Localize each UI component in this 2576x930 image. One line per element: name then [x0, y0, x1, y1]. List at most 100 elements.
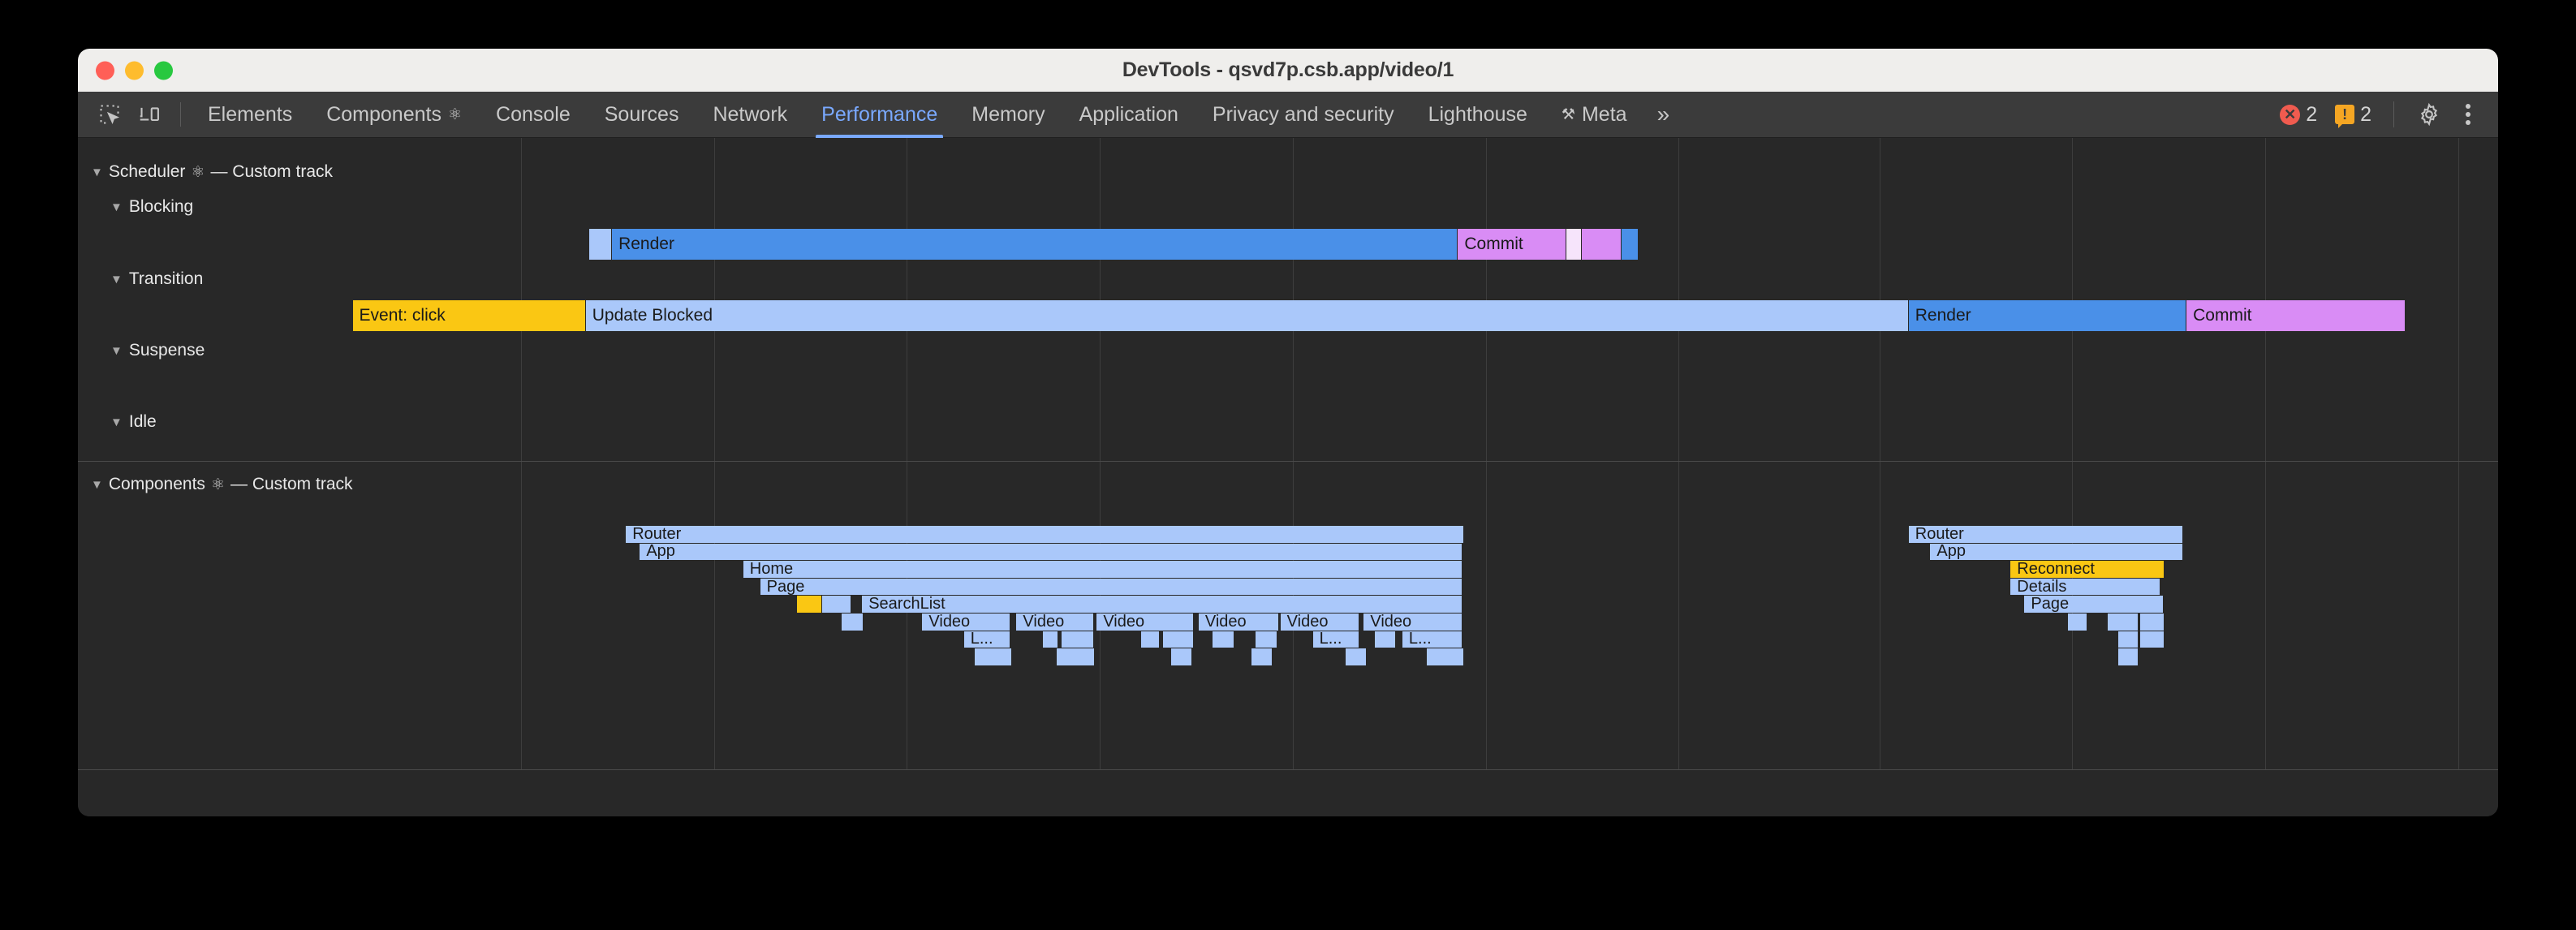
chevron-down-icon[interactable]: ▼	[110, 415, 123, 429]
flame-bar-component[interactable]	[797, 596, 822, 613]
flame-bar-component[interactable]	[2140, 631, 2165, 648]
timeline-bar-transition[interactable]: Event: click	[352, 300, 586, 331]
tab-application[interactable]: Application	[1062, 92, 1195, 138]
flame-bar-component[interactable]	[1061, 631, 1094, 648]
inspect-element-icon[interactable]	[89, 97, 130, 132]
tab-sources[interactable]: Sources	[588, 92, 696, 138]
row-label-blocking[interactable]: ▼ Blocking	[110, 197, 193, 217]
flame-bar-component[interactable]	[2067, 614, 2088, 631]
flame-bar-component[interactable]	[2108, 614, 2139, 631]
flame-bar-component[interactable]: SearchList	[862, 596, 1463, 613]
tab-network[interactable]: Network	[696, 92, 804, 138]
flame-bar-component[interactable]	[821, 596, 851, 613]
row-label-suspense[interactable]: ▼ Suspense	[110, 341, 205, 360]
kebab-menu-icon[interactable]	[2453, 104, 2483, 125]
warning-icon: !	[2335, 105, 2355, 128]
flame-bar-component[interactable]	[1042, 631, 1058, 648]
flame-bar-component[interactable]: Video	[1096, 614, 1195, 631]
bar-label: L...	[970, 631, 993, 648]
track-header-components[interactable]: ▼ Components ⚛ — Custom track	[91, 475, 353, 494]
tab-memory[interactable]: Memory	[954, 92, 1062, 138]
flame-bar-component[interactable]: Video	[1363, 614, 1463, 631]
flame-bar-component[interactable]	[1251, 648, 1273, 665]
flame-bar-component[interactable]	[2140, 614, 2165, 631]
flame-bar-component[interactable]: Video	[922, 614, 1010, 631]
tab-meta[interactable]: ⚒ Meta	[1544, 92, 1644, 138]
flame-bar-component[interactable]	[1374, 631, 1397, 648]
flame-bar-component[interactable]: Details	[2010, 578, 2160, 596]
chevron-down-icon[interactable]: ▼	[110, 343, 123, 358]
tab-label: Application	[1079, 102, 1178, 126]
performance-timeline-panel[interactable]: ▼ Scheduler ⚛ — Custom track ▼ Blocking …	[78, 138, 2498, 816]
flame-bar-component[interactable]	[1212, 631, 1234, 648]
flame-bar-component[interactable]	[2118, 648, 2139, 665]
chevron-down-icon[interactable]: ▼	[110, 200, 123, 214]
flame-bar-component[interactable]: L...	[1312, 631, 1359, 648]
flame-bar-component[interactable]: L...	[1402, 631, 1463, 648]
track-header-scheduler[interactable]: ▼ Scheduler ⚛ — Custom track	[91, 162, 333, 182]
tab-elements[interactable]: Elements	[191, 92, 309, 138]
more-tabs-icon[interactable]: »	[1656, 101, 1670, 127]
warning-badge[interactable]: ! 2	[2328, 103, 2379, 128]
flame-bar-component[interactable]	[1056, 648, 1096, 665]
tab-performance[interactable]: Performance	[804, 92, 954, 138]
toolbar-divider	[180, 102, 181, 127]
flame-bar-component[interactable]	[975, 648, 1012, 665]
error-badge[interactable]: ✕ 2	[2272, 103, 2324, 127]
tab-label: Memory	[971, 102, 1045, 126]
atom-icon: ⚛	[210, 476, 225, 493]
flame-bar-component[interactable]: Page	[760, 578, 1463, 596]
bar-label: Render	[1915, 306, 1971, 325]
devtools-window: DevTools - qsvd7p.csb.app/video/1 Elemen…	[78, 49, 2498, 816]
timeline-bar-blocking[interactable]	[1566, 229, 1582, 260]
tab-label: Console	[496, 102, 571, 126]
tab-console[interactable]: Console	[479, 92, 588, 138]
flame-bar-component[interactable]: L...	[963, 631, 1010, 648]
flame-bar-component[interactable]: Video	[1280, 614, 1359, 631]
flame-bar-component[interactable]	[1141, 631, 1161, 648]
tab-lighthouse[interactable]: Lighthouse	[1411, 92, 1544, 138]
chevron-down-icon[interactable]: ▼	[91, 477, 103, 492]
flame-bar-component[interactable]: App	[640, 543, 1463, 561]
gridline	[713, 138, 715, 769]
row-label-transition[interactable]: ▼ Transition	[110, 269, 203, 289]
maximize-button[interactable]	[154, 61, 173, 80]
flame-bar-component[interactable]	[1427, 648, 1464, 665]
flame-bar-component[interactable]: Page	[2024, 596, 2164, 613]
flame-bar-component[interactable]: Router	[1908, 526, 2184, 543]
flame-bar-component[interactable]	[1345, 648, 1368, 665]
gear-icon[interactable]	[2409, 97, 2449, 132]
tab-privacy-and-security[interactable]: Privacy and security	[1195, 92, 1411, 138]
flame-bar-component[interactable]: Home	[743, 561, 1463, 578]
flame-bar-component[interactable]: App	[1930, 543, 2184, 561]
gridline	[2072, 138, 2074, 769]
flame-bar-component[interactable]	[2118, 631, 2139, 648]
flame-bar-component[interactable]	[1163, 631, 1195, 648]
flame-bar-component[interactable]	[842, 614, 864, 631]
bar-label: Commit	[2193, 306, 2252, 325]
timeline-bar-blocking[interactable]: Render	[612, 229, 1458, 260]
flame-bar-component[interactable]: Video	[1198, 614, 1279, 631]
chevron-down-icon[interactable]: ▼	[91, 165, 103, 179]
bar-label: Router	[1915, 526, 1964, 543]
timeline-bar-blocking[interactable]	[1622, 229, 1639, 260]
row-label-idle[interactable]: ▼ Idle	[110, 412, 157, 432]
flame-bar-component[interactable]: Router	[626, 526, 1464, 543]
timeline-bar-blocking[interactable]: Commit	[1458, 229, 1566, 260]
minimize-button[interactable]	[125, 61, 144, 80]
flame-bar-component[interactable]	[1170, 648, 1193, 665]
flame-bar-component[interactable]	[1256, 631, 1277, 648]
flame-bar-component[interactable]: Reconnect	[2010, 561, 2165, 578]
device-toolbar-icon[interactable]	[130, 97, 170, 132]
bar-label: Video	[928, 614, 971, 631]
timeline-bar-transition[interactable]: Render	[1908, 300, 2187, 331]
flame-bar-component[interactable]: Video	[1016, 614, 1094, 631]
timeline-bar-transition[interactable]: Update Blocked	[585, 300, 1909, 331]
tab-label: Elements	[208, 102, 293, 126]
chevron-down-icon[interactable]: ▼	[110, 272, 123, 286]
tab-components[interactable]: Components ⚛	[309, 92, 479, 138]
timeline-bar-transition[interactable]: Commit	[2186, 300, 2406, 331]
timeline-bar-blocking[interactable]	[1581, 229, 1622, 260]
close-button[interactable]	[96, 61, 114, 80]
timeline-bar-blocking[interactable]	[588, 229, 613, 260]
